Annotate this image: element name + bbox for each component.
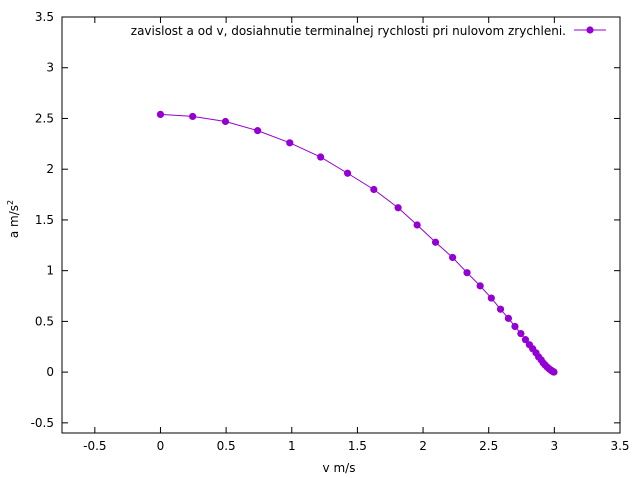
data-point [496,305,505,313]
y-tick-label: 2.5 [35,111,54,125]
plot-border [61,16,621,434]
x-tick-label: 2.5 [479,439,498,453]
data-point [286,139,294,147]
y-tick-label: 3 [46,61,54,75]
data-point [521,336,530,344]
x-tick-label: 1 [288,439,296,453]
data-point [370,185,378,194]
legend: zavislost a od v, dosiahnutie terminalne… [131,24,606,38]
data-point [504,314,512,322]
x-tick-label: 2 [419,439,427,453]
data-point [413,221,421,229]
y-tick-label: 3.5 [35,10,54,24]
legend-marker [586,26,594,34]
y-axis-label: a m/s2 [6,200,21,238]
x-tick-label: -0.5 [83,439,106,453]
data-point [394,204,402,212]
data-point [511,322,519,331]
data-point [431,238,440,246]
y-tick-label: 2 [46,162,54,176]
data-point [550,368,558,376]
x-axis-label: v m/s [323,461,356,475]
y-axis-ticks: -0.5 0 0.5 1 1.5 2 2.5 3 3.5 [31,10,620,430]
data-point [156,110,165,119]
x-tick-label: 1.5 [348,439,367,453]
y-tick-label: 1.5 [35,213,54,227]
y-tick-label: 1 [46,264,54,278]
x-tick-label: 0.5 [217,439,236,453]
x-tick-label: 3.5 [610,439,629,453]
data-point [343,169,352,177]
legend-label: zavislost a od v, dosiahnutie terminalne… [131,24,566,38]
x-tick-label: 0 [157,439,165,453]
data-point [254,127,262,135]
series-group [156,110,558,376]
data-point [463,269,471,277]
data-point [487,294,495,302]
x-axis-ticks: -0.5 0 0.5 1 1.5 2 2.5 3 3.5 [83,17,630,453]
series-line [160,113,555,373]
y-axis-label-sup: 2 [6,200,15,205]
data-point [221,117,230,126]
data-point [317,153,325,161]
plot-frame [61,16,621,434]
x-tick-label: 3 [551,439,559,453]
y-tick-label: 0 [46,365,54,379]
data-point [189,112,197,121]
data-point [476,282,484,290]
y-tick-label: -0.5 [31,416,54,430]
data-point [449,253,457,262]
y-axis-label-main: a m/s [7,205,21,238]
data-point [517,329,525,338]
y-tick-label: 0.5 [35,314,54,328]
